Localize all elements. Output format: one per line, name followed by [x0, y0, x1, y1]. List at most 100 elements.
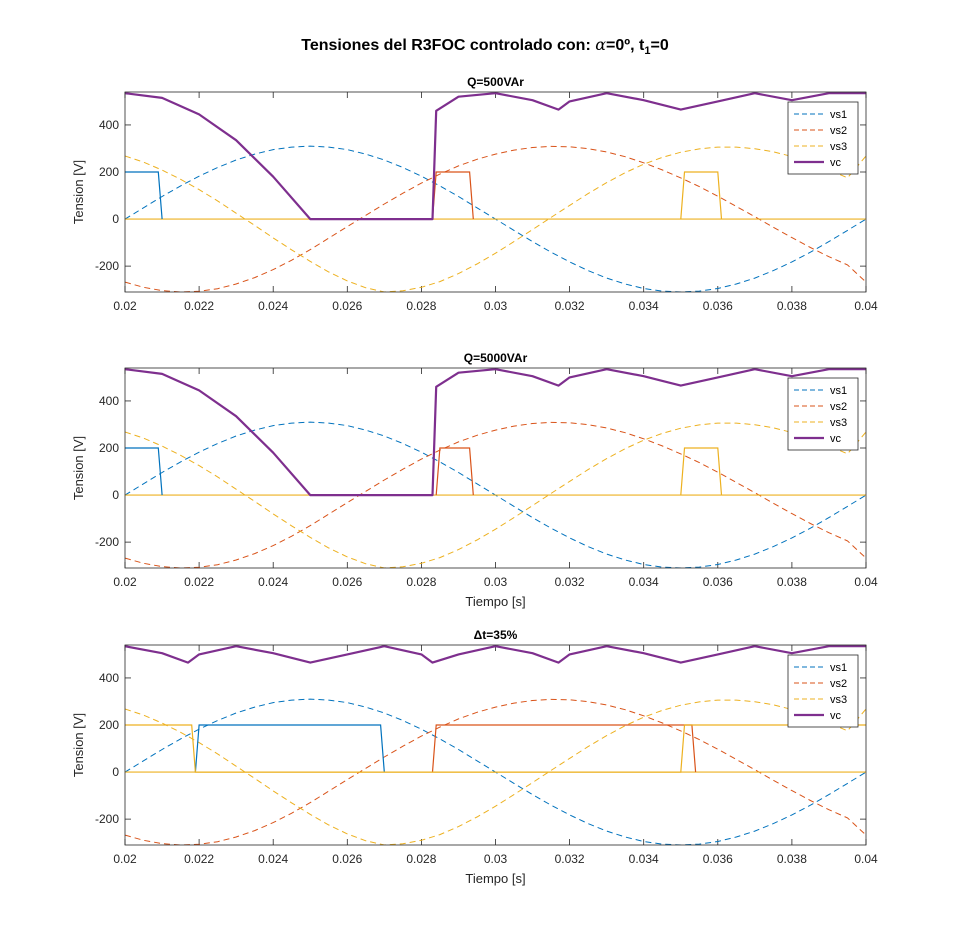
- legend-box: [787, 377, 859, 451]
- plot-area: [125, 645, 866, 845]
- pulse-line-3: [680, 447, 723, 496]
- legend-label: vs2: [830, 401, 847, 413]
- x-tick-label: 0.038: [777, 575, 807, 589]
- legend-label: vc: [830, 157, 842, 169]
- x-tick-label: 0.02: [113, 299, 137, 313]
- x-tick-label: 0.034: [629, 575, 659, 589]
- x-tick-label: 0.036: [703, 575, 733, 589]
- x-tick-label: 0.038: [777, 299, 807, 313]
- pulse-line-3: [125, 724, 866, 773]
- y-tick-label: -200: [95, 535, 119, 549]
- series-line-vs2: [125, 421, 866, 568]
- y-tick-label: 200: [99, 441, 119, 455]
- series-group: [125, 645, 866, 845]
- x-tick-label: 0.034: [629, 852, 659, 866]
- y-tick-label: 0: [112, 212, 119, 226]
- x-tick-label: 0.024: [258, 299, 288, 313]
- axes-box: [124, 367, 867, 569]
- y-tick-label: 0: [112, 488, 119, 502]
- x-tick-label: 0.032: [555, 852, 585, 866]
- y-tick-label: 400: [99, 118, 119, 132]
- y-tick-label: 0: [112, 765, 119, 779]
- figure-title-rest: =0º, t: [606, 37, 645, 54]
- series-line-vc: [125, 645, 866, 664]
- figure-title: Tensiones del R3FOC controlado con: α=0º…: [301, 35, 669, 57]
- x-tick-label: 0.024: [258, 852, 288, 866]
- y-tick-label: 200: [99, 718, 119, 732]
- x-tick-label: 0.026: [332, 852, 362, 866]
- series-line-vc: [125, 368, 866, 497]
- x-tick-label: 0.032: [555, 575, 585, 589]
- figure-title-subscript: 1: [644, 45, 650, 57]
- subplot-3: Δt=35% 0.02 0.022 0.024 0.026 0.028 0.03 0.032 0…: [71, 628, 878, 886]
- x-axis-label: Tiempo [s]: [465, 594, 525, 609]
- x-tick-label: 0.04: [854, 852, 878, 866]
- pulse-line-2: [431, 724, 697, 773]
- legend: vs1 vs2 vs3 vc: [787, 654, 859, 728]
- y-axis-label: Tension [V]: [71, 713, 86, 777]
- x-tick-label: 0.038: [777, 852, 807, 866]
- x-axis-label: Tiempo [s]: [465, 871, 525, 886]
- legend: vs1 vs2 vs3 vc: [787, 101, 859, 175]
- legend-label: vs1: [830, 385, 847, 397]
- series-line-vs3: [125, 146, 866, 292]
- legend: vs1 vs2 vs3 vc: [787, 377, 859, 451]
- pulse-line-3: [680, 171, 723, 220]
- legend-label: vc: [830, 433, 842, 445]
- figure-title-end: =0: [650, 37, 668, 54]
- x-tick-label: 0.032: [555, 299, 585, 313]
- series-line-vc: [125, 92, 866, 221]
- series-line-vs2: [125, 145, 866, 292]
- legend-box: [787, 101, 859, 175]
- plot-area: [125, 92, 866, 292]
- subplots: Q=500VAr 0.02 0.022 0.024 0.026 0.028 0.03 0.03…: [71, 75, 878, 886]
- y-tick-label: -200: [95, 259, 119, 273]
- pulse-line-1: [125, 447, 163, 496]
- series-line-vs2: [125, 698, 866, 845]
- figure-title-alpha: α: [595, 35, 606, 54]
- pulse-line-2: [435, 447, 474, 496]
- series-line-vs3: [125, 422, 866, 568]
- x-tick-label: 0.028: [406, 852, 436, 866]
- subplot-title: Q=500VAr: [467, 75, 524, 89]
- legend-label: vs2: [830, 678, 847, 690]
- legend-label: vs3: [830, 141, 847, 153]
- figure-title-main: Tensiones del R3FOC controlado con:: [301, 37, 595, 54]
- legend-label: vs3: [830, 417, 847, 429]
- series-group: [125, 92, 866, 292]
- pulse-line-1: [125, 171, 163, 220]
- x-tick-label: 0.022: [184, 575, 214, 589]
- x-tick-label: 0.04: [854, 575, 878, 589]
- x-tick-label: 0.028: [406, 575, 436, 589]
- axes-box: [124, 644, 867, 846]
- x-tick-label: 0.026: [332, 299, 362, 313]
- subplot-2: Q=5000VAr 0.02 0.022 0.024 0.026 0.028 0.03 0.0…: [71, 351, 878, 609]
- legend-label: vc: [830, 710, 842, 722]
- subplot-1: Q=500VAr 0.02 0.022 0.024 0.026 0.028 0.03 0.03…: [71, 75, 878, 313]
- legend-label: vs1: [830, 109, 847, 121]
- y-axis-label: Tension [V]: [71, 160, 86, 224]
- x-tick-label: 0.04: [854, 299, 878, 313]
- series-group: [125, 368, 866, 568]
- subplot-title: Q=5000VAr: [464, 351, 528, 365]
- subplot-title: Δt=35%: [474, 628, 518, 642]
- x-tick-label: 0.022: [184, 299, 214, 313]
- legend-label: vs2: [830, 125, 847, 137]
- x-tick-label: 0.03: [484, 299, 508, 313]
- x-tick-label: 0.028: [406, 299, 436, 313]
- legend-label: vs3: [830, 694, 847, 706]
- x-tick-label: 0.03: [484, 852, 508, 866]
- series-line-vs3: [125, 699, 866, 845]
- y-tick-label: 200: [99, 165, 119, 179]
- pulse-line-1: [194, 724, 385, 773]
- x-tick-label: 0.026: [332, 575, 362, 589]
- y-tick-label: 400: [99, 671, 119, 685]
- y-axis-label: Tension [V]: [71, 436, 86, 500]
- x-tick-label: 0.024: [258, 575, 288, 589]
- x-tick-label: 0.022: [184, 852, 214, 866]
- plot-area: [125, 368, 866, 568]
- legend-label: vs1: [830, 662, 847, 674]
- x-tick-label: 0.034: [629, 299, 659, 313]
- y-tick-label: -200: [95, 812, 119, 826]
